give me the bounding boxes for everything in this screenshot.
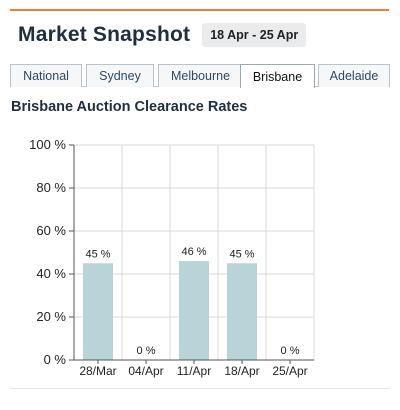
y-tick-label: 40 %	[36, 266, 66, 281]
x-tick-label: 04/Apr	[128, 364, 163, 378]
chart-labels: 0 % 20 % 40 % 60 % 80 % 100 % 45 % 28/Mar 0 % 04/…	[29, 137, 308, 378]
tab-melbourne[interactable]: Melbourne	[158, 64, 243, 87]
tab-sydney[interactable]: Sydney	[86, 64, 154, 87]
data-label: 0 %	[281, 345, 300, 357]
header: Market Snapshot 18 Apr - 25 Apr	[18, 20, 307, 50]
date-range-badge: 18 Apr - 25 Apr	[202, 23, 307, 47]
y-tick-label: 80 %	[36, 180, 66, 195]
tab-brisbane[interactable]: Brisbane	[240, 64, 315, 88]
data-label: 46 %	[181, 246, 206, 258]
x-tick-label: 11/Apr	[177, 364, 211, 378]
chart-bars	[83, 261, 257, 360]
x-tick-label: 28/Mar	[79, 364, 116, 378]
tab-adelaide[interactable]: Adelaide	[318, 64, 390, 87]
y-tick-label: 60 %	[36, 223, 66, 238]
city-tabs: National Sydney Melbourne Brisbane Adela…	[10, 64, 390, 88]
chart-axes	[69, 144, 314, 364]
y-tick-label: 20 %	[36, 309, 66, 324]
top-accent-rule	[10, 9, 389, 11]
data-label: 45 %	[229, 248, 254, 260]
chart-title: Brisbane Auction Clearance Rates	[11, 99, 248, 115]
x-tick-label: 25/Apr	[272, 364, 307, 378]
chart-grid	[74, 144, 315, 361]
bar-28/Mar	[83, 263, 113, 360]
bottom-divider	[10, 388, 390, 389]
page-title: Market Snapshot	[18, 23, 191, 46]
bar-11/Apr	[179, 261, 209, 360]
tab-national[interactable]: National	[10, 64, 82, 87]
y-tick-label: 100 %	[29, 137, 66, 152]
clearance-rate-chart: 0 % 20 % 40 % 60 % 80 % 100 % 45 % 28/Mar 0 % 04/…	[29, 137, 315, 378]
data-label: 0 %	[137, 345, 156, 357]
x-tick-label: 18/Apr	[224, 364, 259, 378]
bar-18/Apr	[227, 263, 257, 360]
y-tick-label: 0 %	[44, 352, 67, 367]
data-label: 45 %	[85, 248, 110, 260]
